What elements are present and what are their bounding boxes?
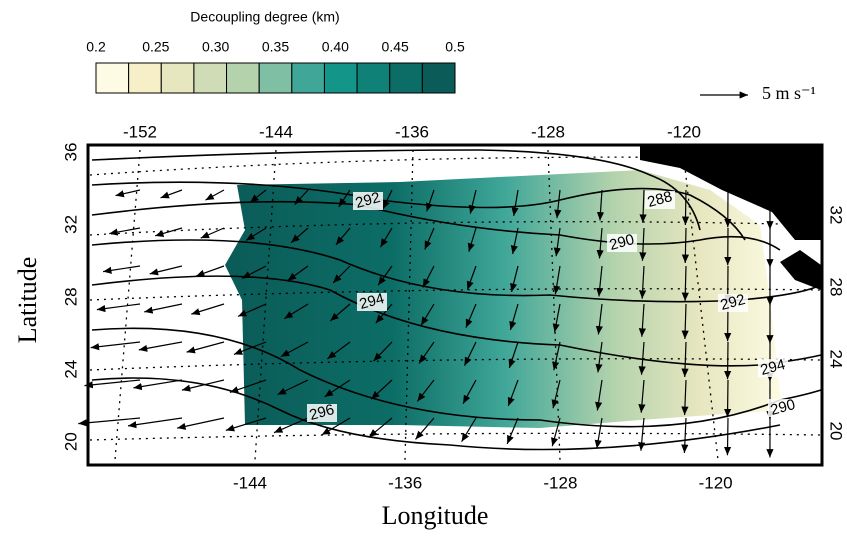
x-axis-label: Longitude xyxy=(382,501,489,530)
colorbar-tick-label: 0.35 xyxy=(262,39,289,55)
colorbar-swatch xyxy=(96,63,129,93)
colorbar-swatch xyxy=(161,63,194,93)
colorbar-tick-label: 0.40 xyxy=(322,39,349,55)
right-tick-label: 32 xyxy=(827,206,846,225)
colorbar-tick-label: 0.25 xyxy=(142,39,169,55)
colorbar-swatch xyxy=(422,63,455,93)
left-tick-label: 36 xyxy=(61,143,80,162)
colorbar-swatch xyxy=(390,63,423,93)
left-tick-label: 32 xyxy=(61,215,80,234)
bottom-tick-label: -144 xyxy=(233,473,267,492)
top-tick-label: -120 xyxy=(667,122,701,141)
colorbar-swatch xyxy=(357,63,390,93)
bottom-tick-label: -136 xyxy=(388,473,422,492)
y-axis-label: Latitude xyxy=(13,257,42,344)
reference-label: 5 m s⁻¹ xyxy=(762,83,816,103)
colorbar-swatch xyxy=(324,63,357,93)
top-tick-label: -136 xyxy=(395,122,429,141)
right-tick-label: 24 xyxy=(827,350,846,369)
colorbar-tick-label: 0.2 xyxy=(86,39,106,55)
right-tick-label: 28 xyxy=(827,278,846,297)
top-tick-label: -128 xyxy=(531,122,565,141)
colorbar-title: Decoupling degree (km) xyxy=(190,9,339,25)
wind-vector xyxy=(727,380,728,417)
top-tick-label: -144 xyxy=(259,122,293,141)
bottom-tick-label: -128 xyxy=(543,473,577,492)
colorbar-tick-label: 0.5 xyxy=(445,39,465,55)
colorbar-swatch xyxy=(259,63,292,93)
top-tick-label: -152 xyxy=(123,122,157,141)
colorbar-tick-label: 0.30 xyxy=(202,39,229,55)
left-tick-label: 24 xyxy=(61,360,80,379)
wind-vector xyxy=(685,228,686,263)
colorbar: 0.2 0.25 0.30 0.35 0.40 0.45 0.5 xyxy=(86,39,465,93)
left-tick-label: 20 xyxy=(61,432,80,451)
colorbar-tick-label: 0.45 xyxy=(382,39,409,55)
bottom-tick-label: -120 xyxy=(699,473,733,492)
wind-vector xyxy=(727,418,728,455)
colorbar-swatch xyxy=(194,63,227,93)
colorbar-swatch xyxy=(292,63,325,93)
left-tick-label: 28 xyxy=(61,287,80,306)
right-tick-label: 20 xyxy=(827,422,846,441)
colorbar-swatch xyxy=(227,63,260,93)
decoupling-field xyxy=(225,170,782,428)
colorbar-swatch xyxy=(129,63,162,93)
wind-vector xyxy=(685,190,686,225)
